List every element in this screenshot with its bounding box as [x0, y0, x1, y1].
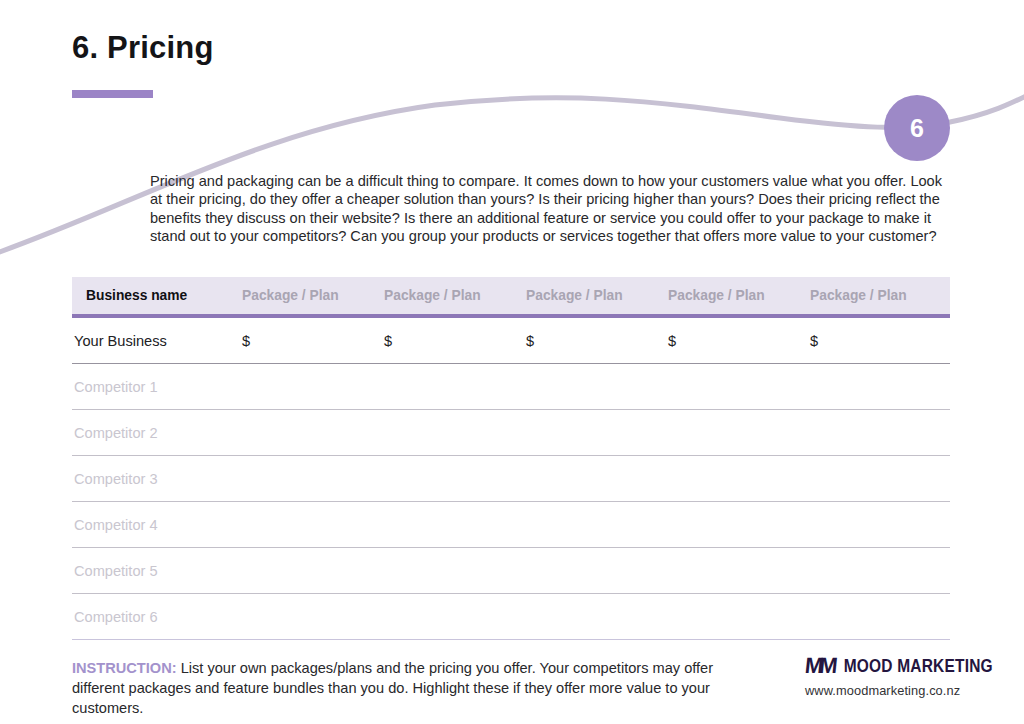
instruction-text: INSTRUCTION: List your own packages/plan… [72, 658, 732, 718]
price-cell: $ [666, 333, 808, 349]
table-row: Your Business$$$$$ [72, 318, 950, 364]
column-header-package-plan: Package / Plan [808, 288, 950, 303]
column-header-package-plan: Package / Plan [666, 288, 808, 303]
table-row: Competitor 1 [72, 364, 950, 410]
price-cell: $ [524, 333, 666, 349]
column-header-business-name: Business name [72, 288, 240, 303]
column-header-package-plan: Package / Plan [524, 288, 666, 303]
page-title: 6. Pricing [72, 30, 214, 66]
price-cell: $ [382, 333, 524, 349]
business-name-cell: Competitor 3 [72, 471, 240, 487]
title-underline-bar [72, 90, 153, 98]
business-name-cell: Competitor 6 [72, 609, 240, 625]
business-name-cell: Competitor 5 [72, 563, 240, 579]
table-row: Competitor 3 [72, 456, 950, 502]
table-row: Competitor 6 [72, 594, 950, 640]
brand-row: MM MOOD MARKETING [805, 653, 955, 679]
column-header-package-plan: Package / Plan [382, 288, 524, 303]
business-name-cell: Your Business [72, 333, 240, 349]
table-row: Competitor 5 [72, 548, 950, 594]
table-row: Competitor 4 [72, 502, 950, 548]
price-cell: $ [240, 333, 382, 349]
price-cell: $ [808, 333, 950, 349]
pricing-worksheet-page: 6. Pricing 6 Pricing and packaging can b… [0, 0, 1024, 724]
instruction-label: INSTRUCTION: [72, 660, 177, 676]
business-name-cell: Competitor 2 [72, 425, 240, 441]
section-number: 6 [910, 114, 924, 143]
brand-website: www.moodmarketing.co.nz [805, 683, 955, 698]
business-name-cell: Competitor 4 [72, 517, 240, 533]
mood-marketing-logo-icon: MM [804, 653, 839, 679]
brand-name: MOOD MARKETING [844, 655, 993, 676]
brand-block: MM MOOD MARKETING www.moodmarketing.co.n… [805, 653, 955, 698]
table-body: Your Business$$$$$Competitor 1Competitor… [72, 318, 950, 640]
table-header-row: Business namePackage / PlanPackage / Pla… [72, 277, 950, 318]
section-number-badge: 6 [884, 95, 950, 161]
pricing-table: Business namePackage / PlanPackage / Pla… [72, 277, 950, 640]
business-name-cell: Competitor 1 [72, 379, 240, 395]
table-row: Competitor 2 [72, 410, 950, 456]
intro-paragraph: Pricing and packaging can be a difficult… [150, 172, 953, 246]
column-header-package-plan: Package / Plan [240, 288, 382, 303]
